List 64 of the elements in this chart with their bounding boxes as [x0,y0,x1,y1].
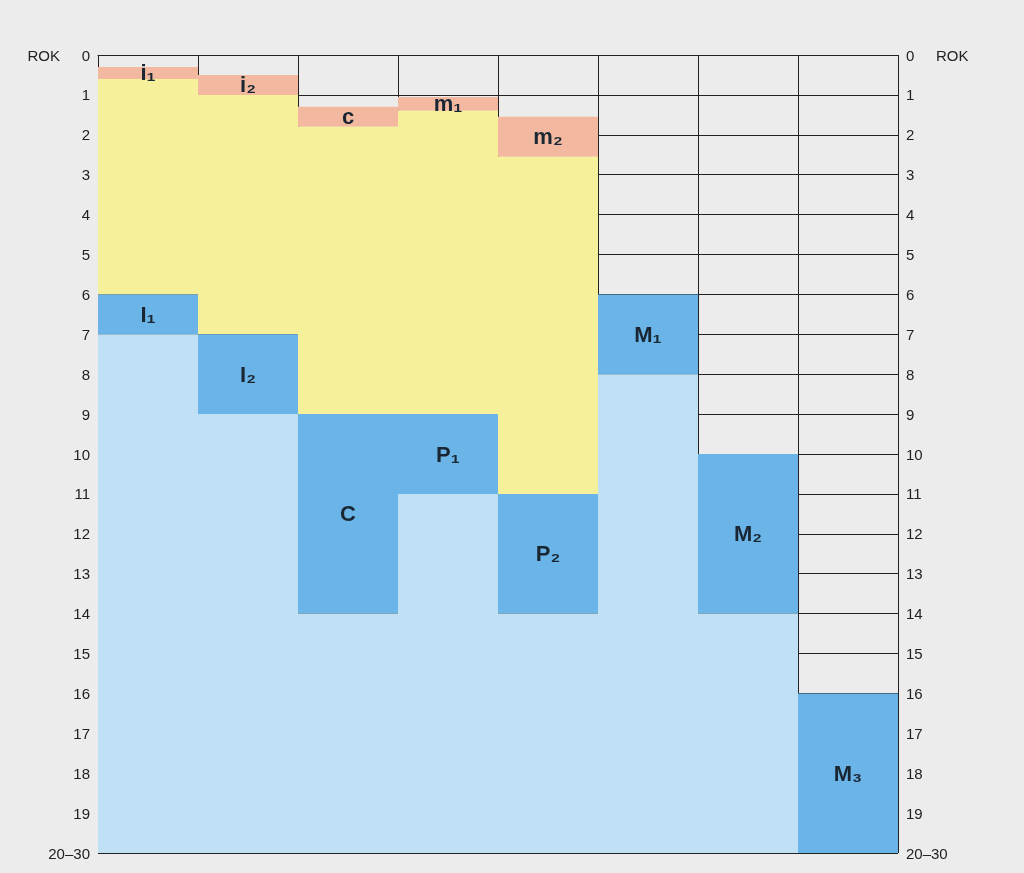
y2-tick-label: 7 [906,325,915,343]
data-label: i₁ [140,60,156,86]
data-label: P₂ [535,541,561,567]
y-tick-label: 11 [74,485,90,503]
y-tick-label: 10 [73,445,90,463]
y2-tick-label: 3 [906,166,915,184]
y-tick-label: 17 [73,724,90,742]
y2-tick-label: 12 [906,525,923,543]
bar [498,493,598,614]
y2-tick-label: 4 [906,206,915,224]
y2-tick-label: 2 [906,126,915,144]
y-tick-label: 14 [73,605,90,623]
bar [598,294,698,375]
data-label: M₁ [634,321,662,347]
y2-axis-title: ROK [936,46,969,64]
y-tick-label: 18 [73,764,90,782]
bar [798,693,898,853]
y-tick-label: 5 [81,246,90,263]
bar [198,334,298,415]
y-tick-label: 13 [73,565,90,583]
data-label: M₃ [833,760,863,786]
y-tick-label: 0 [81,46,90,64]
y-tick-label: 19 [73,804,90,822]
y2-tick-label: 14 [906,605,923,623]
y2-tick-label: 11 [906,485,922,503]
y-tick-label: 8 [81,365,90,383]
data-label: i₂ [240,72,256,98]
data-label: m₂ [533,124,563,150]
y2-tick-label: 20–30 [906,844,948,862]
y-tick-label: 12 [73,525,90,543]
y2-tick-label: 18 [906,764,923,782]
y-tick-label: 4 [81,206,90,224]
data-label: I₂ [240,361,256,387]
y-tick-label: 2 [81,126,90,144]
y-tick-label: 6 [81,285,90,303]
y-tick-label: 16 [73,684,90,702]
bar [98,294,198,335]
y2-tick-label: 19 [906,804,923,822]
y-tick-label: 3 [81,166,90,184]
y-tick-label: 9 [81,405,90,423]
data-label: M₂ [733,521,763,547]
data-label: P₁ [436,441,460,467]
y-axis-title: ROK [27,46,60,64]
y-tick-label: 7 [81,325,90,343]
data-label: m₁ [433,91,463,117]
y-tick-label: 15 [73,645,90,662]
y2-tick-label: 13 [906,565,923,583]
bar [698,454,798,614]
y2-tick-label: 5 [906,246,915,263]
y2-tick-label: 15 [906,645,923,662]
y-tick-label: 1 [81,86,90,104]
y2-tick-label: 17 [906,724,923,742]
y2-tick-label: 9 [906,405,915,423]
data-label: I₁ [140,301,156,327]
y2-tick-label: 0 [906,46,915,64]
y2-tick-label: 1 [906,86,915,104]
data-label: C [340,501,357,527]
y2-tick-label: 8 [906,365,915,383]
bar [498,116,598,157]
data-label: c [341,104,355,130]
y-tick-label: 20–30 [48,844,90,862]
y2-tick-label: 10 [906,445,923,463]
y2-tick-label: 6 [906,285,915,303]
y2-tick-label: 16 [906,684,923,702]
